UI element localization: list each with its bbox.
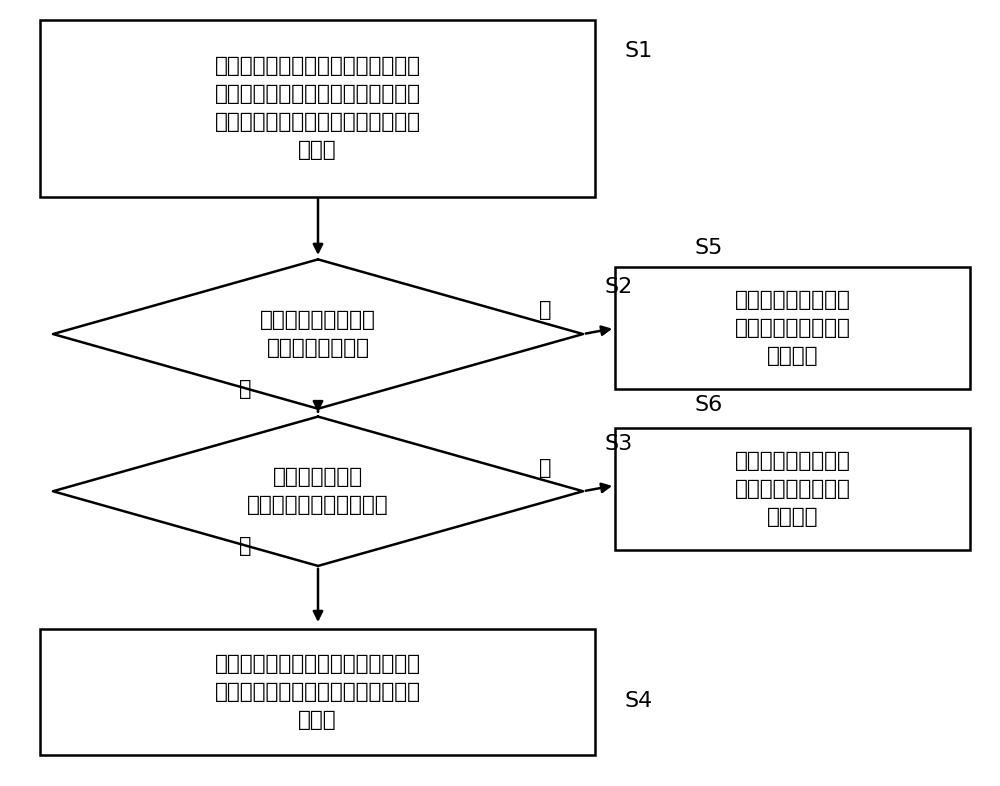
- Text: S3: S3: [605, 434, 633, 454]
- Text: S1: S1: [625, 41, 653, 61]
- Text: 在生活热水出水温度控制模式中，获
取壁挂炉的供暖出水温度值、以及生
活热水温度值与预设生活热水温度的
温差值: 在生活热水出水温度控制模式中，获 取壁挂炉的供暖出水温度值、以及生 活热水温度值…: [214, 56, 420, 160]
- Text: 否: 否: [539, 457, 551, 478]
- FancyBboxPatch shape: [40, 629, 595, 755]
- FancyBboxPatch shape: [615, 267, 970, 389]
- Text: 在温差值小于第一预设温度差时，控
制壁挂炉运行模式为供暖出水温度控
制模式: 在温差值小于第一预设温度差时，控 制壁挂炉运行模式为供暖出水温度控 制模式: [214, 654, 420, 729]
- Text: S6: S6: [695, 395, 723, 415]
- Text: 是: 是: [239, 536, 251, 556]
- Text: 控制壁挂炉的运行模
式保持生活热水温度
控制模式: 控制壁挂炉的运行模 式保持生活热水温度 控制模式: [735, 290, 850, 366]
- Text: 控制壁挂炉的运行模
式保持生活热水温度
控制模式: 控制壁挂炉的运行模 式保持生活热水温度 控制模式: [735, 451, 850, 527]
- Text: S5: S5: [695, 237, 723, 258]
- Text: 否: 否: [539, 300, 551, 321]
- Text: S2: S2: [605, 277, 633, 297]
- Text: 是: 是: [239, 379, 251, 399]
- FancyBboxPatch shape: [615, 428, 970, 550]
- Text: 判断所述温差值
是否小于第一预设温度差: 判断所述温差值 是否小于第一预设温度差: [247, 467, 389, 516]
- Text: 判断供暖出水温度值
是否大于第一阈值: 判断供暖出水温度值 是否大于第一阈值: [260, 310, 376, 358]
- FancyBboxPatch shape: [40, 20, 595, 196]
- Text: S4: S4: [625, 691, 653, 711]
